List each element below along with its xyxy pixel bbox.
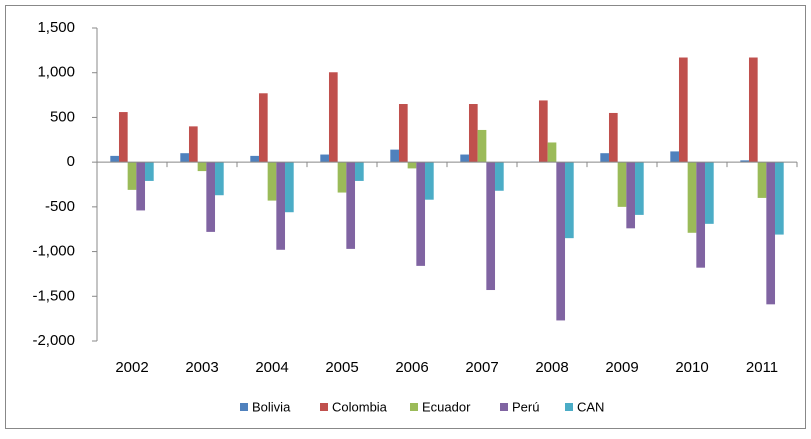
x-tick-label: 2007 [465, 359, 498, 376]
bar [766, 162, 775, 304]
bar [600, 153, 609, 162]
bar [145, 162, 154, 181]
legend-label: Bolivia [252, 399, 291, 414]
bar [399, 104, 408, 162]
bar [259, 93, 268, 162]
bar [679, 58, 688, 163]
legend-swatch [320, 403, 328, 411]
bar [180, 153, 189, 162]
bar [425, 162, 434, 200]
x-tick-label: 2006 [395, 359, 428, 376]
legend-swatch [240, 403, 248, 411]
bar [346, 162, 355, 249]
y-tick-label: -500 [45, 198, 75, 215]
bar [548, 142, 557, 162]
bar [268, 162, 277, 200]
bar [495, 162, 504, 191]
bar [775, 162, 784, 234]
bar [416, 162, 425, 266]
bar [206, 162, 215, 232]
y-tick-label: 1,500 [37, 19, 75, 36]
bar [338, 162, 347, 192]
bar [469, 104, 478, 162]
x-tick-label: 2010 [675, 359, 708, 376]
legend-label: CAN [577, 399, 604, 414]
bar [276, 162, 285, 250]
x-tick-label: 2011 [746, 359, 778, 376]
bar [696, 162, 705, 268]
y-tick-label: 0 [67, 153, 75, 170]
bar [189, 126, 198, 162]
y-tick-label: 500 [50, 108, 75, 125]
bar [110, 156, 119, 162]
bar [355, 162, 364, 181]
y-tick-label: 1,000 [37, 64, 75, 81]
bar [285, 162, 294, 212]
x-tick-label: 2008 [535, 359, 568, 376]
y-tick-label: -1,000 [32, 243, 75, 260]
x-tick-label: 2002 [115, 359, 148, 376]
bar [119, 112, 128, 162]
bar [136, 162, 145, 210]
y-tick-label: -2,000 [32, 332, 75, 349]
bar [329, 72, 338, 162]
bar [618, 162, 627, 207]
legend-label: Colombia [332, 399, 388, 414]
bar [705, 162, 714, 224]
legend-label: Ecuador [422, 399, 471, 414]
bar [758, 162, 767, 198]
bar [626, 162, 635, 228]
legend-label: Perú [512, 399, 539, 414]
bar [556, 162, 565, 320]
bar [128, 162, 137, 190]
bar [408, 162, 417, 168]
bar [670, 151, 679, 162]
bar [478, 130, 487, 162]
x-tick-label: 2003 [185, 359, 218, 376]
bar [688, 162, 697, 233]
x-tick-label: 2004 [255, 359, 288, 376]
bar [565, 162, 574, 238]
bar [635, 162, 644, 215]
bar [250, 156, 259, 162]
bar [198, 162, 207, 171]
bar [609, 113, 618, 162]
legend-swatch [565, 403, 573, 411]
y-tick-label: -1,500 [32, 287, 75, 304]
bar [390, 150, 399, 163]
bar [486, 162, 495, 290]
bar [320, 155, 329, 163]
bar [460, 155, 469, 163]
bar [749, 58, 758, 163]
x-tick-label: 2005 [325, 359, 358, 376]
legend-swatch [500, 403, 508, 411]
x-tick-label: 2009 [605, 359, 638, 376]
legend-swatch [410, 403, 418, 411]
bar [215, 162, 224, 195]
bar [539, 100, 548, 162]
